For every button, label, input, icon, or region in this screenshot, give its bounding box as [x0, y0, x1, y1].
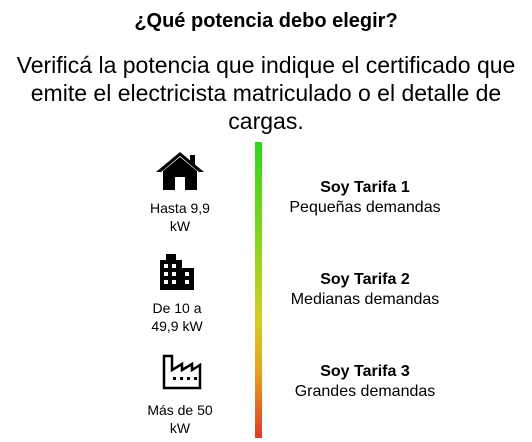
tier-1-name: Soy Tarifa 1	[320, 179, 410, 196]
tier-1-description: Pequeñas demandas	[289, 199, 441, 216]
house-icon	[156, 152, 204, 190]
tier-2-range-line-1: De 10 a	[152, 300, 202, 316]
tier-2: Soy Tarifa 2 Medianas demandas	[265, 270, 465, 310]
tier-1: Soy Tarifa 1 Pequeñas demandas	[265, 178, 465, 218]
tier-2-name: Soy Tarifa 2	[320, 271, 410, 288]
tier-3: Soy Tarifa 3 Grandes demandas	[265, 362, 465, 402]
building-icon	[160, 254, 194, 290]
factory-icon	[162, 354, 202, 390]
tier-3-name: Soy Tarifa 3	[320, 363, 410, 380]
intro-line-1: Verificá la potencia que indique el cert…	[16, 52, 516, 78]
intro-line-2: emite el electricista matriculado o el d…	[30, 80, 502, 106]
tier-3-description: Grandes demandas	[294, 383, 436, 400]
tier-3-range-line-2: kW	[169, 420, 191, 436]
tier-3-range: Más de 50 kW	[120, 401, 240, 437]
tier-1-range-line-1: Hasta 9,9	[150, 200, 210, 216]
tier-2-range-line-2: 49,9 kW	[151, 318, 203, 334]
tier-1-range: Hasta 9,9 kW	[120, 199, 240, 235]
tier-3-range-line-1: Más de 50	[147, 402, 213, 418]
intro-text: Verificá la potencia que indique el cert…	[0, 51, 532, 135]
power-gradient-bar	[255, 142, 262, 438]
page-title: ¿Qué potencia debo elegir?	[134, 10, 398, 32]
tier-2-description: Medianas demandas	[290, 291, 440, 308]
intro-line-3: cargas.	[228, 108, 304, 134]
tier-1-range-line-2: kW	[169, 218, 191, 234]
tier-2-range: De 10 a 49,9 kW	[117, 299, 237, 335]
